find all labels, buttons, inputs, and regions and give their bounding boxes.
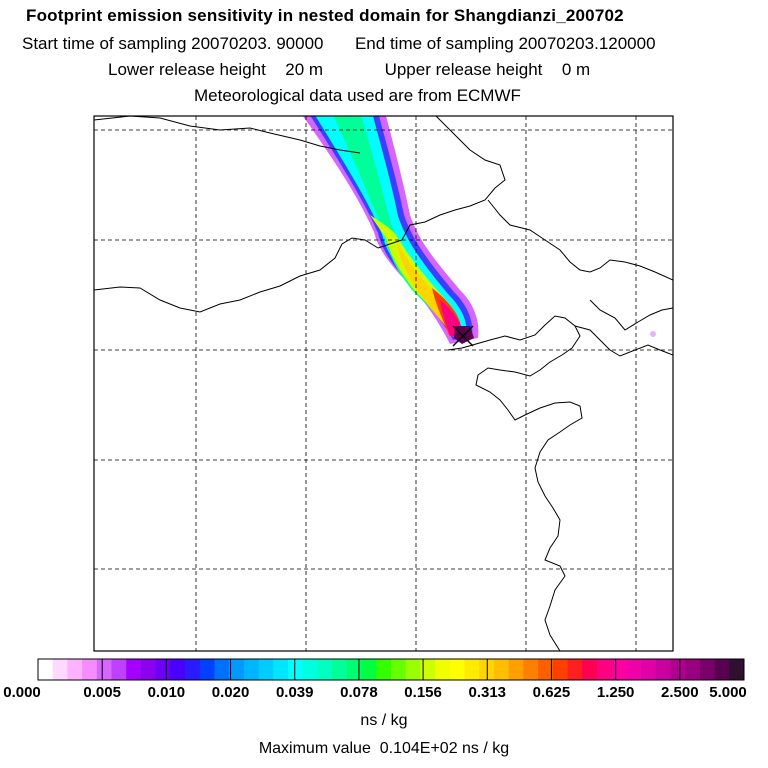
start-time-value: 20070203. 90000	[191, 34, 324, 53]
color-bar-swatch	[111, 659, 127, 680]
color-bar-swatch	[38, 659, 54, 680]
color-bar-swatch	[155, 659, 171, 680]
color-bar-swatch	[420, 659, 436, 680]
color-bar-tick-label: 0.078	[340, 684, 378, 701]
sampling-time-line: Start time of sampling 20070203. 90000 E…	[22, 34, 656, 54]
color-bar-swatch	[376, 659, 392, 680]
color-bar	[37, 658, 745, 681]
color-bar-tick-label: 0.005	[83, 684, 121, 701]
color-bar-swatch	[567, 659, 583, 680]
color-bar-swatch	[243, 659, 260, 680]
color-bar-swatch	[229, 659, 245, 680]
color-bar-swatch	[670, 659, 686, 680]
color-bar-swatch	[552, 659, 568, 680]
color-bar-frame	[37, 658, 745, 681]
color-bar-swatch	[493, 659, 510, 680]
color-bar-tick-label: 0.625	[532, 684, 571, 701]
met-data-line: Meteorological data used are from ECMWF	[194, 86, 521, 105]
color-bar-swatch	[582, 659, 598, 680]
color-bar-tick-label: 0.313	[468, 684, 507, 701]
color-bar-swatch	[346, 659, 363, 680]
grid-lines	[94, 116, 673, 651]
color-bar-unit: ns / kg	[360, 712, 408, 729]
color-bar-swatch	[391, 659, 407, 680]
color-bar-swatch	[170, 659, 186, 680]
color-bar-swatch	[655, 659, 671, 680]
x-cross-marker	[452, 325, 474, 347]
map-frame	[93, 115, 674, 652]
color-bar-tick-label: 0.010	[147, 684, 186, 701]
color-bar-swatch	[641, 659, 657, 680]
color-bar-swatch	[126, 659, 142, 680]
color-bar-swatch	[288, 659, 304, 680]
color-bar-swatch	[596, 659, 613, 680]
upper-height-label: Upper release height	[384, 60, 543, 79]
color-bar-tick-label: 0.020	[211, 684, 250, 701]
color-bar-tick-label: 0.156	[404, 684, 442, 701]
maximum-value: 0.104E+02 ns / kg	[379, 740, 510, 757]
color-bar-swatch	[405, 659, 421, 680]
color-bar-swatch	[361, 659, 377, 680]
color-bar-swatch	[199, 659, 215, 680]
release-height-line: Lower release height 20 m Upper release …	[108, 60, 590, 80]
end-time-label: End time of sampling	[354, 34, 514, 53]
color-bar-swatch	[258, 659, 274, 680]
color-bar-tick-label: 5.000	[709, 684, 747, 701]
color-bar-swatch	[67, 659, 83, 680]
color-bar-swatch	[685, 659, 701, 680]
color-bar-swatch	[302, 659, 318, 680]
plot-title: Footprint emission sensitivity in nested…	[26, 6, 624, 25]
color-bar-swatch	[449, 659, 466, 680]
color-bar-swatch	[317, 659, 333, 680]
start-time-label: Start time of sampling	[22, 34, 187, 53]
color-bar-swatch	[140, 659, 157, 680]
maximum-value-label: Maximum value	[258, 740, 371, 757]
end-time-value: 20070203.120000	[518, 34, 656, 53]
color-bar-swatch	[714, 659, 730, 680]
color-bar-swatch	[508, 659, 524, 680]
color-bar-swatch	[523, 659, 539, 680]
color-bar-swatch	[96, 659, 113, 680]
color-bar-swatch	[82, 659, 98, 680]
color-bar-swatch	[699, 659, 716, 680]
color-bar-swatch	[626, 659, 642, 680]
color-bar-swatch	[729, 659, 745, 680]
maximum-value-line: Maximum value 0.104E+02 ns / kg	[0, 740, 768, 758]
color-bar-tick-label: 2.500	[661, 684, 699, 701]
upper-height-value: 0 m	[561, 60, 591, 79]
lower-height-value: 20 m	[285, 60, 324, 79]
color-bar-swatch	[214, 659, 230, 680]
color-bar-swatch	[538, 659, 554, 680]
color-bar-swatch	[464, 659, 480, 680]
color-bar-swatch	[611, 659, 627, 680]
color-bar-swatch	[273, 659, 289, 680]
color-bar-swatch	[185, 659, 201, 680]
color-bar-swatch	[52, 659, 68, 680]
lower-height-label: Lower release height	[108, 60, 266, 79]
color-bar-tick-label: 1.250	[596, 684, 635, 701]
footprint-plume	[302, 116, 656, 344]
color-bar-tick-label: 0.039	[275, 684, 314, 701]
color-bar-swatch	[435, 659, 451, 680]
color-bar-swatch	[332, 659, 348, 680]
color-bar-tick-label: 0.000	[3, 684, 41, 701]
coastlines	[94, 116, 673, 651]
